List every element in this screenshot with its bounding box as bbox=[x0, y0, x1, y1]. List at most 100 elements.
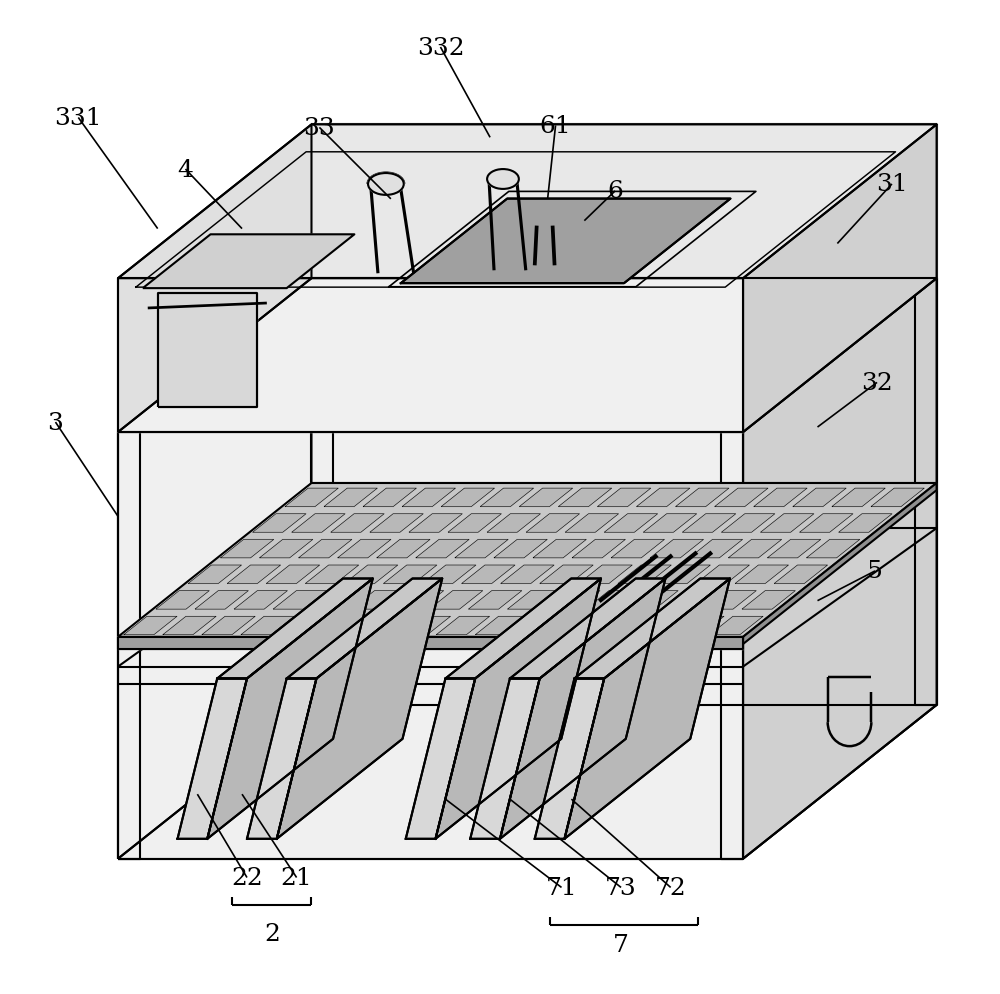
Polygon shape bbox=[535, 679, 604, 839]
Polygon shape bbox=[547, 591, 600, 609]
Polygon shape bbox=[448, 514, 501, 533]
Text: 6: 6 bbox=[607, 180, 623, 203]
Polygon shape bbox=[632, 616, 685, 635]
Polygon shape bbox=[220, 540, 274, 559]
Polygon shape bbox=[468, 591, 522, 609]
Polygon shape bbox=[299, 540, 352, 559]
Polygon shape bbox=[774, 566, 828, 583]
Polygon shape bbox=[564, 579, 730, 839]
Polygon shape bbox=[540, 566, 593, 583]
Polygon shape bbox=[253, 514, 306, 533]
Text: 71: 71 bbox=[546, 876, 577, 899]
Text: 32: 32 bbox=[861, 372, 893, 395]
Text: 5: 5 bbox=[867, 560, 883, 582]
Polygon shape bbox=[625, 591, 678, 609]
Polygon shape bbox=[277, 579, 442, 839]
Polygon shape bbox=[657, 566, 710, 583]
Polygon shape bbox=[710, 616, 763, 635]
Polygon shape bbox=[441, 489, 495, 507]
Polygon shape bbox=[586, 591, 639, 609]
Polygon shape bbox=[266, 566, 320, 583]
Polygon shape bbox=[508, 591, 561, 609]
Polygon shape bbox=[124, 616, 177, 635]
Polygon shape bbox=[285, 489, 338, 507]
Polygon shape bbox=[331, 514, 384, 533]
Text: 73: 73 bbox=[605, 876, 637, 899]
Polygon shape bbox=[597, 489, 651, 507]
Polygon shape bbox=[118, 279, 743, 432]
Text: 7: 7 bbox=[613, 933, 629, 956]
Polygon shape bbox=[593, 616, 646, 635]
Text: 72: 72 bbox=[655, 876, 687, 899]
Polygon shape bbox=[401, 200, 730, 284]
Polygon shape bbox=[676, 489, 729, 507]
Polygon shape bbox=[715, 489, 768, 507]
Polygon shape bbox=[650, 540, 703, 559]
Polygon shape bbox=[604, 514, 658, 533]
Polygon shape bbox=[273, 591, 326, 609]
Polygon shape bbox=[455, 540, 508, 559]
Polygon shape bbox=[767, 540, 821, 559]
Polygon shape bbox=[519, 489, 573, 507]
Polygon shape bbox=[163, 616, 216, 635]
Polygon shape bbox=[409, 514, 462, 533]
Polygon shape bbox=[871, 489, 924, 507]
Polygon shape bbox=[728, 540, 782, 559]
Polygon shape bbox=[312, 591, 366, 609]
Polygon shape bbox=[416, 540, 469, 559]
Polygon shape bbox=[643, 514, 697, 533]
Polygon shape bbox=[188, 566, 241, 583]
Polygon shape bbox=[579, 566, 632, 583]
Polygon shape bbox=[735, 566, 788, 583]
Polygon shape bbox=[514, 616, 568, 635]
Polygon shape bbox=[202, 616, 255, 635]
Ellipse shape bbox=[368, 174, 404, 196]
Polygon shape bbox=[260, 540, 313, 559]
Polygon shape bbox=[743, 279, 937, 859]
Polygon shape bbox=[572, 540, 625, 559]
Text: 331: 331 bbox=[55, 107, 102, 130]
Polygon shape bbox=[370, 514, 423, 533]
Polygon shape bbox=[217, 579, 373, 679]
Polygon shape bbox=[402, 489, 455, 507]
Text: 332: 332 bbox=[417, 37, 464, 60]
Text: 31: 31 bbox=[876, 173, 908, 196]
Text: 33: 33 bbox=[304, 116, 335, 140]
Polygon shape bbox=[754, 489, 807, 507]
Polygon shape bbox=[480, 489, 534, 507]
Polygon shape bbox=[436, 579, 601, 839]
Polygon shape bbox=[800, 514, 853, 533]
Polygon shape bbox=[526, 514, 579, 533]
Polygon shape bbox=[611, 540, 664, 559]
Polygon shape bbox=[143, 235, 354, 289]
Polygon shape bbox=[118, 637, 743, 649]
Polygon shape bbox=[344, 566, 398, 583]
Polygon shape bbox=[207, 579, 373, 839]
Text: 4: 4 bbox=[178, 158, 193, 181]
Polygon shape bbox=[351, 591, 405, 609]
Polygon shape bbox=[510, 579, 665, 679]
Polygon shape bbox=[319, 616, 372, 635]
Polygon shape bbox=[462, 566, 515, 583]
Polygon shape bbox=[696, 566, 749, 583]
Polygon shape bbox=[384, 566, 437, 583]
Polygon shape bbox=[618, 566, 671, 583]
Polygon shape bbox=[671, 616, 724, 635]
Polygon shape bbox=[436, 616, 490, 635]
Polygon shape bbox=[742, 591, 795, 609]
Polygon shape bbox=[363, 489, 416, 507]
Polygon shape bbox=[793, 489, 846, 507]
Polygon shape bbox=[397, 616, 450, 635]
Polygon shape bbox=[558, 489, 612, 507]
Polygon shape bbox=[195, 591, 248, 609]
Polygon shape bbox=[743, 125, 937, 859]
Polygon shape bbox=[406, 679, 475, 839]
Text: 61: 61 bbox=[540, 114, 571, 138]
Text: 2: 2 bbox=[264, 921, 280, 944]
Polygon shape bbox=[806, 540, 860, 559]
Text: 3: 3 bbox=[48, 412, 63, 434]
Polygon shape bbox=[158, 294, 257, 408]
Polygon shape bbox=[234, 591, 287, 609]
Polygon shape bbox=[470, 679, 540, 839]
Polygon shape bbox=[915, 279, 937, 705]
